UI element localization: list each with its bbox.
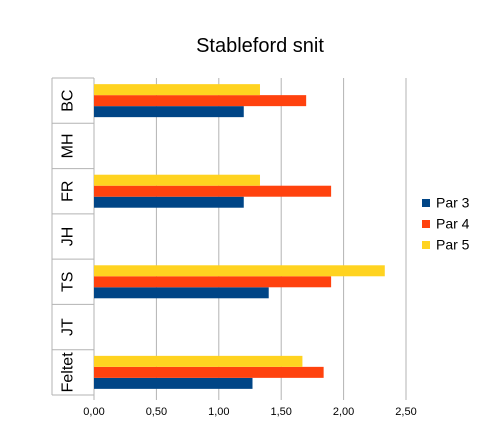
bar-par-4 xyxy=(94,276,332,288)
category-label: JH xyxy=(60,227,77,247)
bar-par-3 xyxy=(94,106,244,118)
x-tick-label: 0,00 xyxy=(83,406,104,418)
category-label: FR xyxy=(60,181,77,202)
bar-par-3 xyxy=(94,287,269,299)
bar-par-5 xyxy=(94,84,260,96)
chart-title: Stableford snit xyxy=(196,35,324,57)
category-label: TS xyxy=(60,272,77,292)
bar-par-5 xyxy=(94,355,303,367)
x-tick-label: 1,50 xyxy=(270,406,291,418)
legend-label: Par 5 xyxy=(436,237,470,253)
bar-par-5 xyxy=(94,174,260,186)
legend-label: Par 3 xyxy=(436,195,470,211)
bar-par-4 xyxy=(94,185,332,197)
x-tick-label: 2,00 xyxy=(333,406,354,418)
legend-swatch xyxy=(422,241,430,249)
category-label: JT xyxy=(60,318,77,336)
x-tick-label: 1,00 xyxy=(208,406,229,418)
category-label: BC xyxy=(60,90,77,112)
legend-label: Par 4 xyxy=(436,216,470,232)
category-label: MH xyxy=(60,133,77,158)
x-tick-label: 0,50 xyxy=(146,406,167,418)
plot-area xyxy=(94,78,406,395)
bar-par-5 xyxy=(94,265,385,277)
bar-par-3 xyxy=(94,196,244,208)
x-tick-label: 2,50 xyxy=(395,406,416,418)
bar-par-4 xyxy=(94,366,324,378)
bar-par-4 xyxy=(94,95,307,107)
bar-par-3 xyxy=(94,377,253,389)
category-label: Feltet xyxy=(60,352,77,393)
legend-swatch xyxy=(422,220,430,228)
legend-swatch xyxy=(422,199,430,207)
